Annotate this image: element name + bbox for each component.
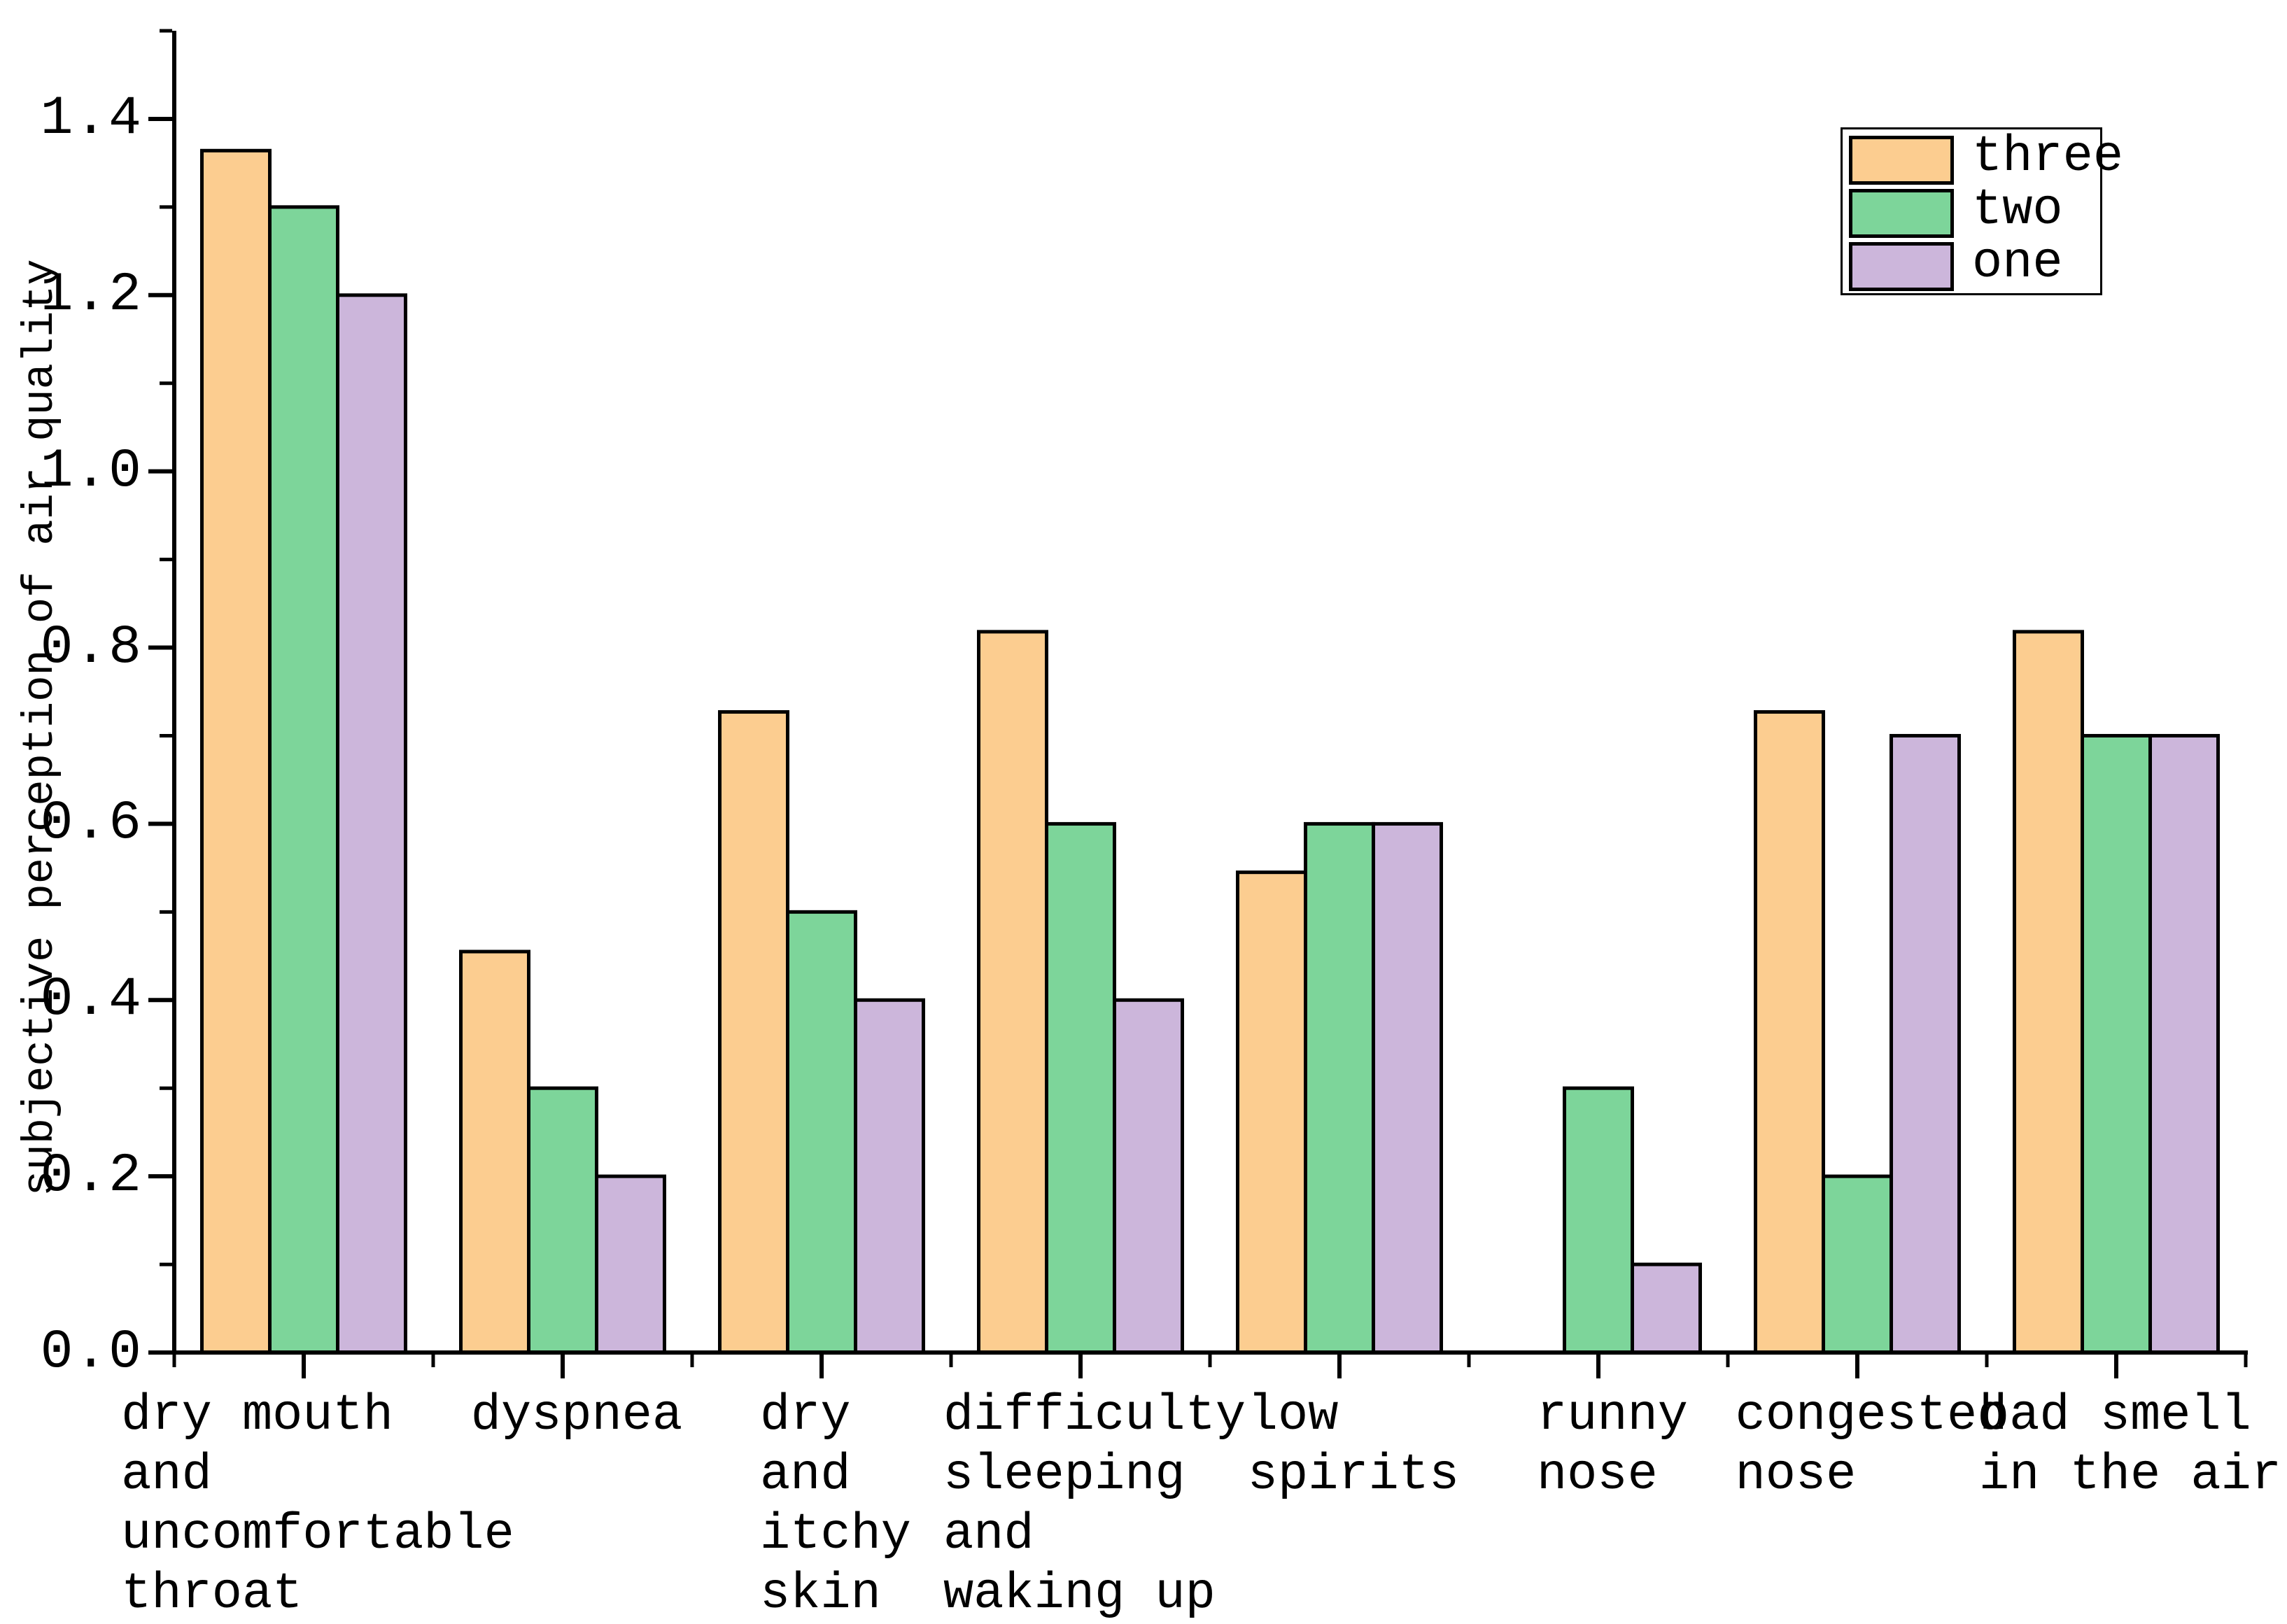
bar-one-2 [854,998,925,1355]
y-tick-label-1.2: 1.2 [40,264,143,326]
x-tick-label-dry-mouth-and-uncomfortable-throat: dry mouth and uncomfortable throat [121,1387,514,1623]
y-tick-label-0.0: 0.0 [40,1322,143,1383]
legend-label-one: one [1972,234,2063,292]
bar-three-6 [1754,709,1825,1355]
legend-swatch-two [1849,189,1954,238]
bar-one-1 [595,1174,666,1355]
y-tick-label-0.4: 0.4 [40,969,143,1031]
y-axis-title: subjective perception of air quality [15,259,65,1196]
legend-box: three two one [1841,127,2123,295]
y-tick-label-0.8: 0.8 [40,616,143,679]
bar-two-2 [786,910,857,1355]
y-tick-label-1.4: 1.4 [40,87,143,150]
bar-two-5 [1563,1086,1634,1355]
bar-two-7 [2081,733,2152,1355]
bar-three-7 [2013,630,2084,1355]
y-tick-label-1.0: 1.0 [40,440,143,502]
bar-one-6 [1890,733,1961,1355]
y-tick-label-0.6: 0.6 [40,793,143,855]
bar-one-0 [336,293,407,1355]
bar-two-3 [1045,821,1116,1355]
x-tick-label-difficulty-sleeping-and-waking-up: difficulty sleeping and waking up [943,1387,1246,1623]
legend-swatch-three [1849,136,1954,185]
bar-one-7 [2148,733,2220,1355]
bar-three-2 [718,709,789,1355]
bar-one-5 [1631,1262,1702,1355]
bar-two-6 [1822,1174,1893,1355]
x-tick-label-dry-and-itchy-skin: dry and itchy skin [759,1387,912,1623]
bar-two-4 [1304,821,1375,1355]
legend-label-two: two [1972,181,2063,239]
x-tick-label-dyspnea: dyspnea [470,1387,683,1444]
x-tick-label-bad-smell-in-the-air: bad smell in the air [1978,1387,2282,1504]
bar-three-3 [977,630,1048,1355]
legend-swatch-one [1849,242,1954,291]
bar-two-0 [268,205,339,1355]
x-tick-label-low-spirits: low spirits [1247,1387,1460,1504]
bar-two-1 [527,1086,598,1355]
bar-one-3 [1113,998,1184,1355]
bar-three-0 [200,148,272,1355]
legend-label-three: three [1972,128,2124,185]
bar-three-4 [1236,870,1307,1355]
x-tick-label-congested-nose: congested nose [1735,1387,2008,1504]
bar-three-1 [459,949,530,1355]
bar-one-4 [1372,821,1443,1355]
y-tick-label-0.2: 0.2 [40,1145,143,1208]
x-tick-label-runny-nose: runny nose [1536,1387,1689,1504]
